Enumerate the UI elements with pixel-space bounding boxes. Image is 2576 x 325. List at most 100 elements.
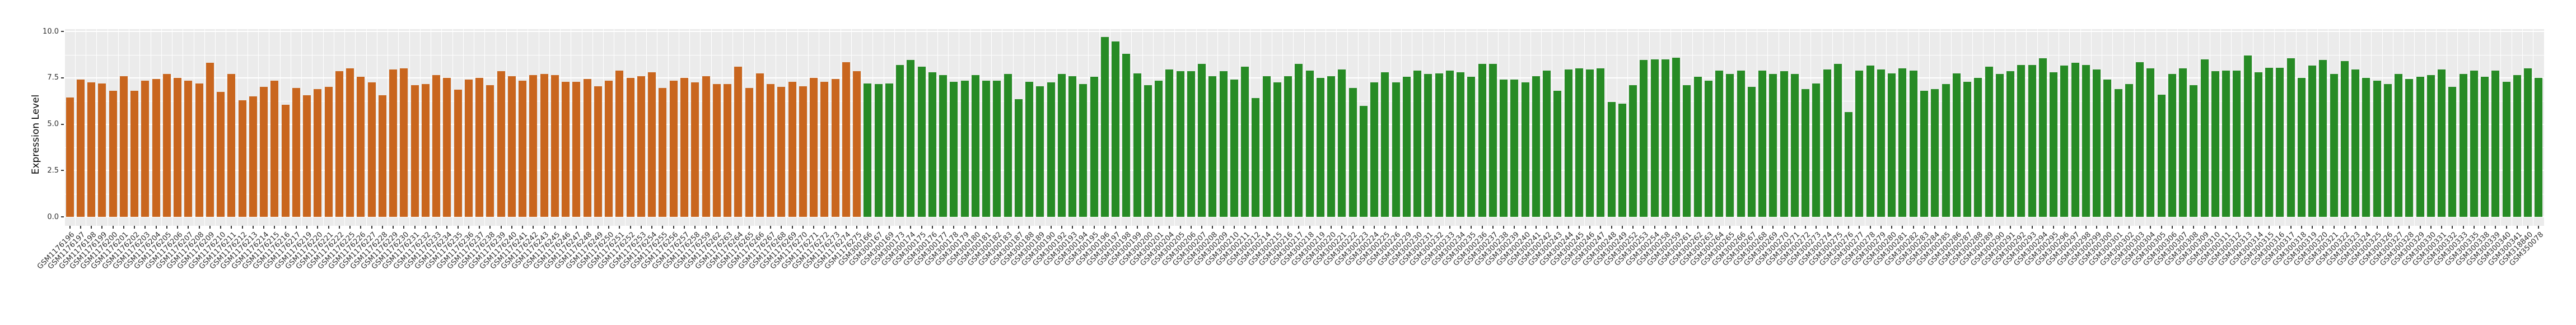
bar [119, 76, 128, 217]
x-axis-tick [1988, 226, 1990, 229]
bar [1640, 60, 1648, 217]
x-axis-tick [748, 226, 750, 229]
vertical-gridline [754, 29, 755, 226]
x-axis-tick [1126, 226, 1127, 229]
bar [421, 84, 430, 217]
x-axis-tick [1891, 226, 1893, 229]
x-axis-tick [781, 226, 782, 229]
x-axis-tick [1697, 226, 1698, 229]
x-axis-tick [1255, 226, 1257, 229]
x-axis-tick [1158, 226, 1160, 229]
vertical-gridline [1347, 29, 1348, 226]
bar [1833, 64, 1842, 217]
x-axis-tick [533, 226, 534, 229]
x-axis-tick [1481, 226, 1483, 229]
x-axis-tick [1104, 226, 1105, 229]
x-axis-tick [274, 226, 276, 229]
bar [2448, 87, 2457, 217]
bar [1381, 72, 1389, 217]
bar [907, 60, 915, 217]
bar [2265, 67, 2274, 217]
bar [486, 85, 494, 217]
x-axis-tick [123, 226, 124, 229]
vertical-gridline [1638, 29, 1639, 226]
bar [1079, 84, 1088, 217]
bar [454, 90, 462, 217]
x-axis-tick [1029, 226, 1030, 229]
vertical-gridline [1444, 29, 1445, 226]
x-axis-tick [1201, 226, 1203, 229]
x-axis-tick [2505, 226, 2507, 229]
vertical-gridline [1702, 29, 1704, 226]
x-axis-tick [716, 226, 717, 229]
bar [529, 75, 538, 217]
vertical-gridline [1843, 29, 1844, 226]
bar [1866, 66, 1874, 217]
vertical-gridline [2220, 29, 2221, 226]
vertical-gridline [2274, 29, 2275, 226]
x-axis-tick [1147, 226, 1149, 229]
vertical-gridline [829, 29, 830, 226]
vertical-gridline [1767, 29, 1768, 226]
x-axis-tick [1600, 226, 1602, 229]
x-axis-tick [910, 226, 912, 229]
vertical-gridline [1994, 29, 1995, 226]
x-axis-tick [2312, 226, 2313, 229]
bar [2114, 89, 2122, 217]
bar [2146, 68, 2155, 217]
x-axis-tick [2085, 226, 2087, 229]
bar [1392, 82, 1400, 217]
vertical-gridline [258, 29, 259, 226]
vertical-gridline [1875, 29, 1876, 226]
bar [152, 78, 160, 217]
bar [1758, 70, 1767, 217]
bar [788, 81, 796, 217]
x-axis-tick [2257, 226, 2259, 229]
bar [2481, 77, 2489, 217]
x-axis-tick [2430, 226, 2432, 229]
vertical-gridline [1390, 29, 1391, 226]
bar [260, 87, 268, 217]
x-axis-tick [1859, 226, 1860, 229]
x-axis-tick [1266, 226, 1267, 229]
x-axis-tick [2042, 226, 2043, 229]
x-axis-tick [2387, 226, 2388, 229]
x-axis-tick [2333, 226, 2335, 229]
x-axis-tick [511, 226, 512, 229]
x-axis-tick [328, 226, 329, 229]
x-axis-tick [1783, 226, 1785, 229]
vertical-gridline [549, 29, 550, 226]
x-axis-tick [2214, 226, 2216, 229]
vertical-gridline [1972, 29, 1973, 226]
bar [314, 89, 322, 217]
bar [1597, 68, 1605, 217]
x-axis-tick [1169, 226, 1170, 229]
vertical-gridline [2231, 29, 2232, 226]
bar [432, 75, 441, 217]
bar [724, 84, 731, 217]
x-axis-tick [1751, 226, 1752, 229]
bar [1413, 70, 1422, 217]
bar [842, 62, 850, 217]
x-axis-tick [1309, 226, 1310, 229]
bar [2125, 84, 2133, 217]
vertical-gridline [323, 29, 324, 226]
bar [335, 71, 343, 217]
x-axis-tick [2010, 226, 2012, 229]
bar [1931, 89, 1939, 217]
vertical-gridline [1832, 29, 1833, 226]
x-axis-tick [2204, 226, 2205, 229]
x-axis-tick [1190, 226, 1192, 229]
bar [1985, 67, 1993, 217]
bar [130, 91, 139, 217]
vertical-gridline [711, 29, 712, 226]
bar [1920, 91, 1928, 217]
x-axis-tick [489, 226, 491, 229]
x-axis-tick [1179, 226, 1181, 229]
vertical-gridline [2414, 29, 2415, 226]
vertical-gridline [732, 29, 734, 226]
vertical-gridline [1056, 29, 1057, 226]
x-axis-tick [619, 226, 620, 229]
bar [1348, 88, 1357, 217]
